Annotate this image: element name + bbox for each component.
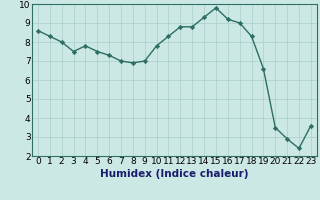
X-axis label: Humidex (Indice chaleur): Humidex (Indice chaleur): [100, 169, 249, 179]
